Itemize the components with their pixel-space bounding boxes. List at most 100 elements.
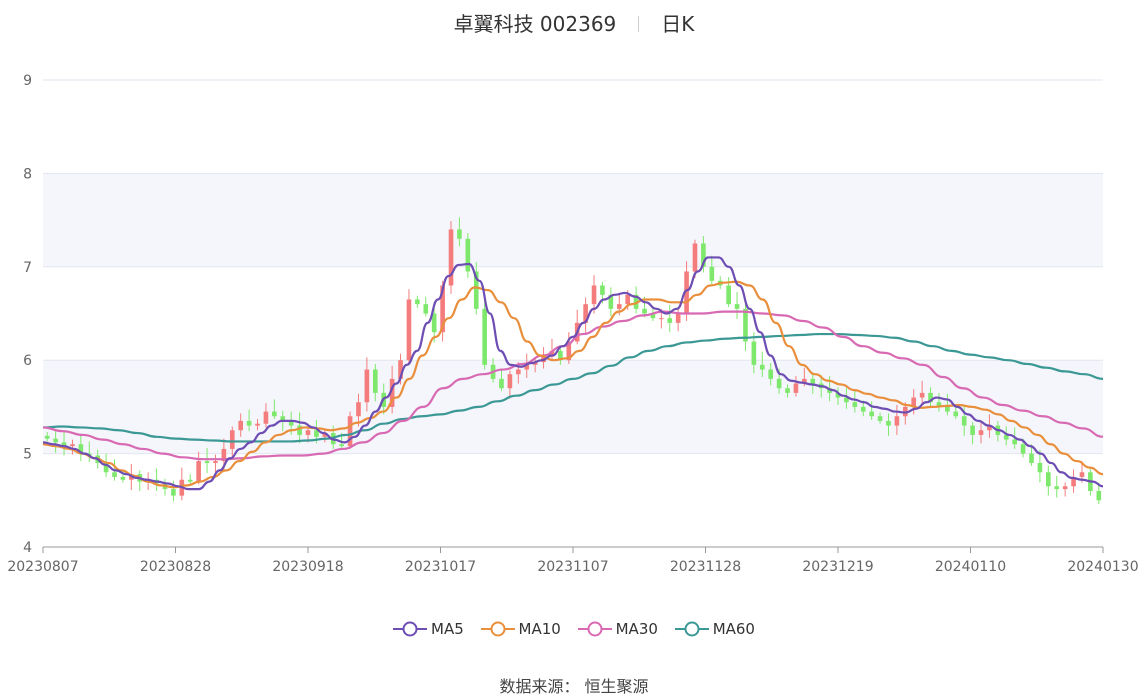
y-tick-label: 7 xyxy=(23,260,32,276)
candle-body xyxy=(608,294,614,309)
candle-body xyxy=(415,299,420,305)
candle-body xyxy=(1054,486,1060,490)
candle-body xyxy=(591,285,597,305)
candle-body xyxy=(448,229,454,286)
candle-body xyxy=(936,402,942,407)
candle-body xyxy=(1020,444,1026,454)
x-tick-label: 20231107 xyxy=(537,559,608,575)
candle-body xyxy=(953,411,959,417)
candle-body xyxy=(961,416,967,426)
candle-body xyxy=(726,285,731,305)
candle-body xyxy=(852,402,858,407)
y-tick-label: 6 xyxy=(23,353,32,369)
candle-body xyxy=(675,313,681,323)
candle-body xyxy=(499,378,504,389)
candle-body xyxy=(120,476,126,480)
candle-body xyxy=(894,416,900,426)
candle-body xyxy=(1062,486,1068,490)
candle-body xyxy=(112,472,117,477)
x-tick-label: 20231017 xyxy=(405,559,476,575)
candle-body xyxy=(844,397,849,403)
candle-body xyxy=(625,294,630,305)
x-tick-label: 20231219 xyxy=(802,559,873,575)
legend-item-ma60[interactable]: MA60 xyxy=(674,620,755,638)
candle-body xyxy=(406,299,412,361)
candle-body xyxy=(524,364,530,370)
candle-body xyxy=(945,406,950,412)
candle-body xyxy=(213,461,218,463)
ma60-line xyxy=(42,332,1104,443)
candle-body xyxy=(928,392,933,403)
candle-body xyxy=(171,489,176,496)
legend-item-ma5[interactable]: MA5 xyxy=(393,620,464,638)
candle-body xyxy=(768,369,774,379)
candle-body xyxy=(457,229,462,239)
candle-body xyxy=(835,392,841,398)
candle-body xyxy=(633,294,639,309)
candlestick-chart: 9 8 7 6 5 4 20230807 20230828 20230918 20231017 20… xyxy=(7,73,1138,575)
candle-body xyxy=(987,425,992,431)
legend-item-ma30[interactable]: MA30 xyxy=(577,620,658,638)
candle-body xyxy=(339,444,344,447)
legend-marker-ma5 xyxy=(393,621,427,637)
candle-body xyxy=(978,430,984,435)
candle-body xyxy=(516,369,521,375)
candle-body xyxy=(970,425,975,435)
candle-body xyxy=(709,266,715,281)
legend-label-ma5: MA5 xyxy=(431,620,464,638)
candle-body xyxy=(288,420,294,426)
ma30-line xyxy=(42,310,1104,461)
legend-item-ma10[interactable]: MA10 xyxy=(480,620,561,638)
data-source: 数据来源： 恒生聚源 xyxy=(499,677,649,696)
candle-body xyxy=(246,420,252,426)
x-tick-label: 20230828 xyxy=(140,559,211,575)
candle-body xyxy=(465,238,471,272)
candle-body xyxy=(314,430,319,437)
x-tick-label: 20240110 xyxy=(935,559,1006,575)
candle-body xyxy=(78,444,84,454)
candle-body xyxy=(1079,472,1085,477)
legend-marker-ma30 xyxy=(577,621,612,637)
candle-body xyxy=(103,462,109,473)
candle-body xyxy=(61,442,67,447)
candle-body xyxy=(440,285,445,333)
candle-body xyxy=(886,420,891,426)
candle-body xyxy=(280,416,286,421)
candle-body xyxy=(347,416,353,447)
candle-body xyxy=(1096,490,1102,501)
candle-body xyxy=(532,362,538,365)
candle-body xyxy=(398,360,403,379)
title-divider xyxy=(638,16,640,32)
ma10-line xyxy=(42,280,1104,489)
candle-body xyxy=(911,397,917,407)
candle-body xyxy=(507,374,513,389)
candle-body xyxy=(650,313,656,319)
candle-body xyxy=(322,433,328,437)
chart-title: 卓翼科技 002369 日K xyxy=(0,8,1148,37)
candle-body xyxy=(1071,476,1076,487)
candle-body xyxy=(372,369,378,393)
candle-body xyxy=(684,271,689,314)
candle-body xyxy=(600,285,605,295)
candle-body xyxy=(659,318,664,320)
candle-body xyxy=(566,341,572,361)
candle-body xyxy=(1037,462,1043,473)
chart-legend: MA5 MA10 MA30 MA60 xyxy=(0,620,1148,642)
candle-body xyxy=(229,430,235,449)
candle-body xyxy=(70,444,75,447)
x-tick-label: 20230918 xyxy=(272,559,343,575)
candle-body xyxy=(356,402,361,417)
candle-body xyxy=(549,350,555,356)
candle-body xyxy=(482,308,487,365)
grid-band xyxy=(43,173,1103,267)
candle-body xyxy=(364,369,370,403)
candle-body xyxy=(187,479,193,482)
period-label[interactable]: 日K xyxy=(661,12,695,36)
candle-body xyxy=(473,271,479,309)
legend-marker-ma60 xyxy=(674,621,709,637)
legend-label-ma30: MA30 xyxy=(615,620,658,638)
candle-body xyxy=(204,461,210,463)
candle-body xyxy=(793,383,799,393)
x-tick-label: 20230807 xyxy=(7,559,78,575)
candle-body xyxy=(1003,434,1009,440)
